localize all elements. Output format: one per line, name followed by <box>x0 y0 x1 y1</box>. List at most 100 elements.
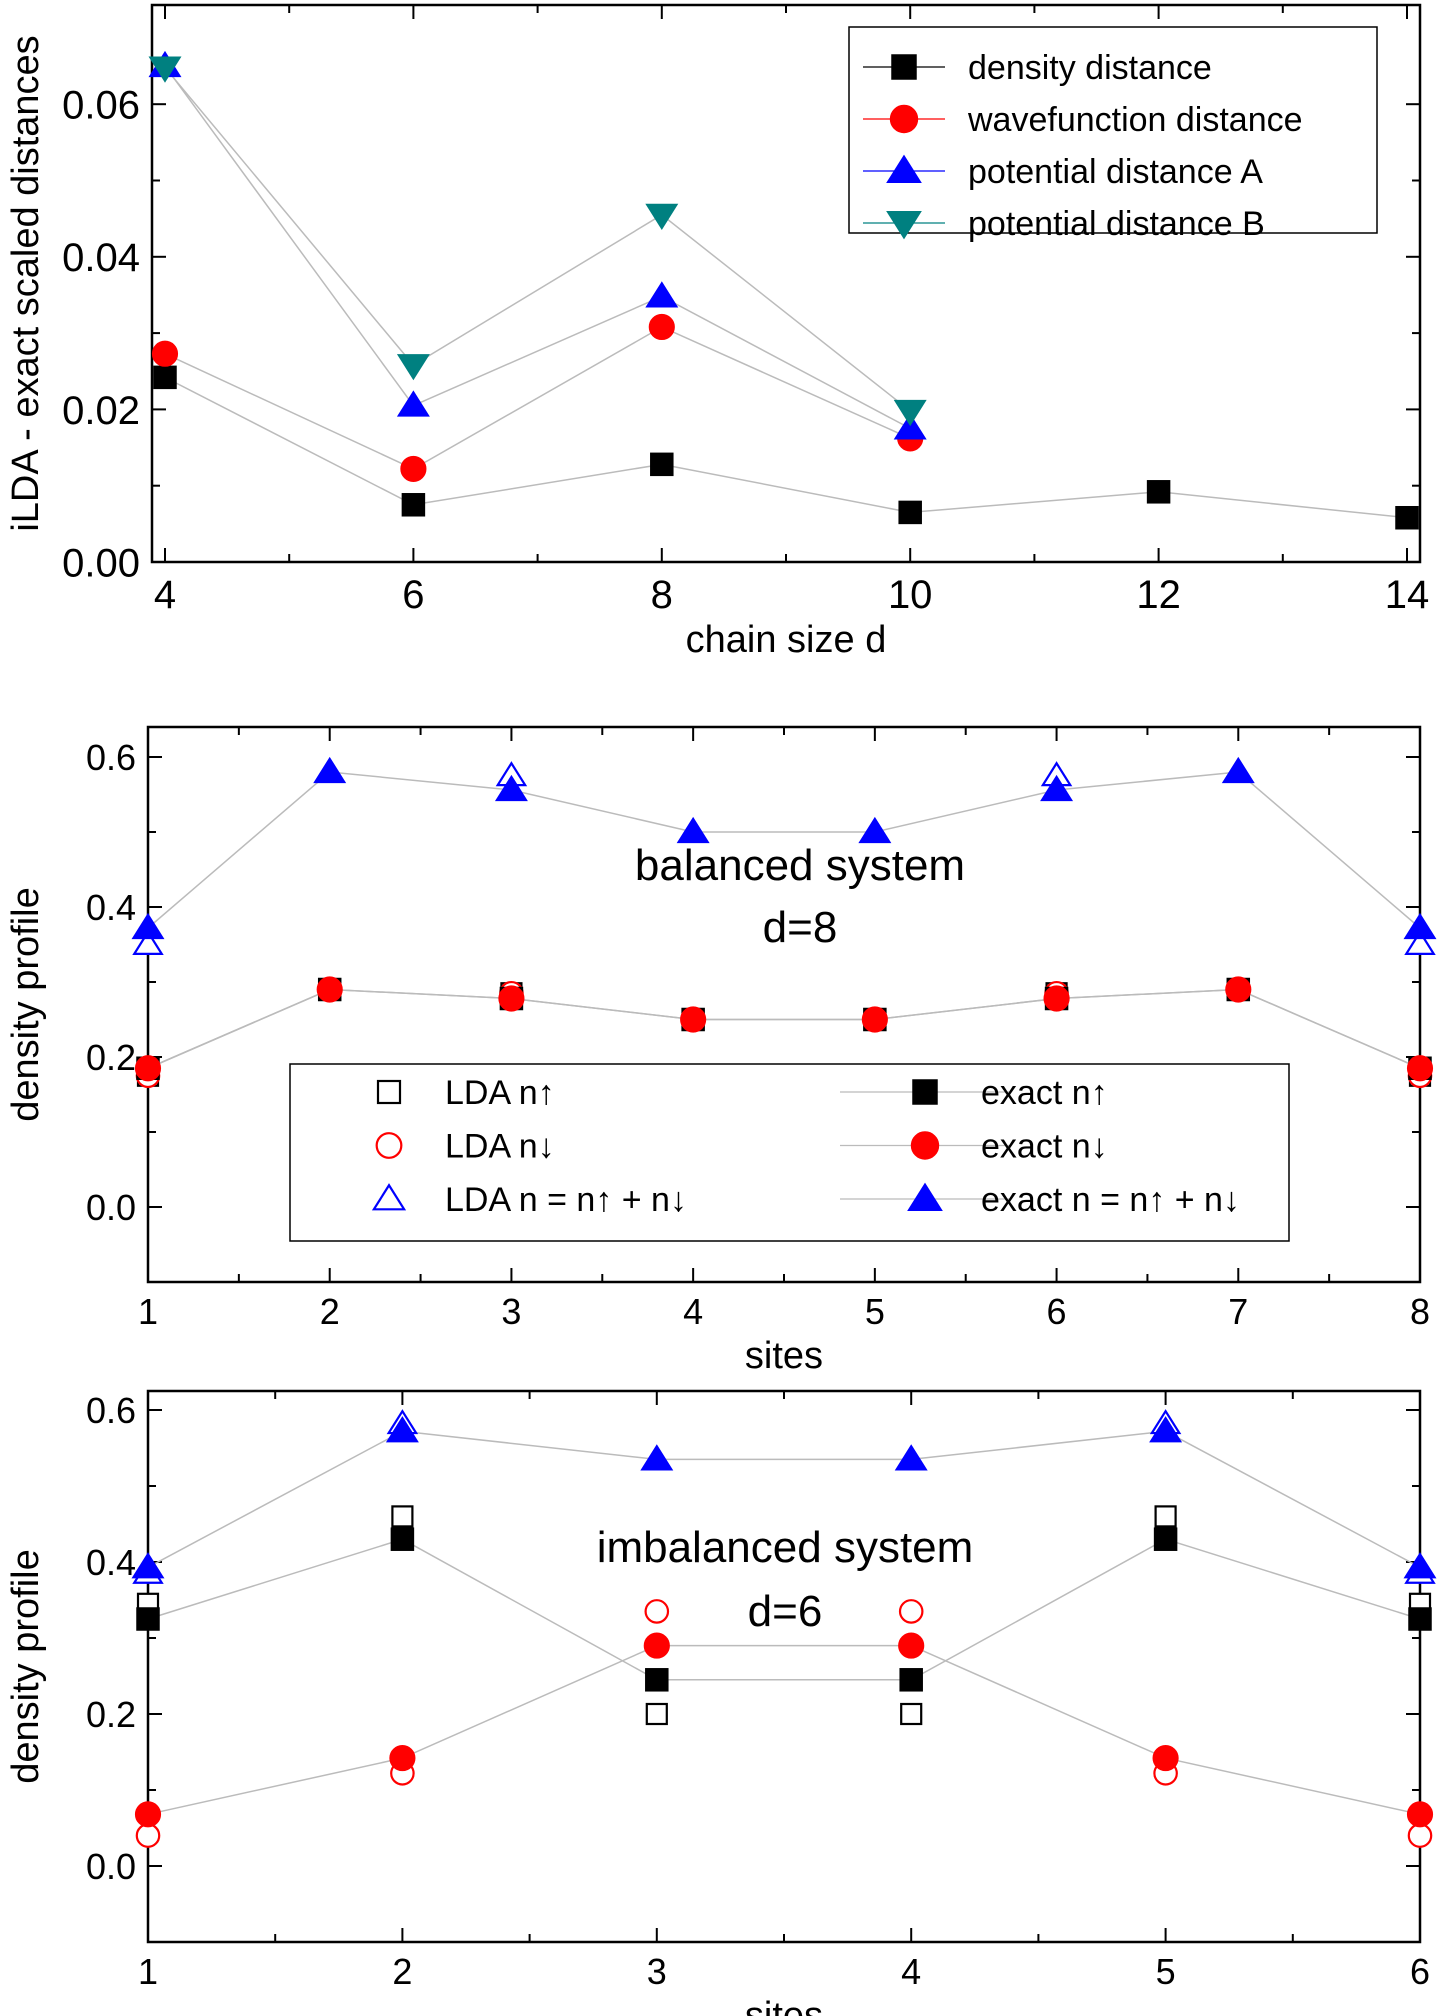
data-point-circle-filled <box>1043 985 1070 1012</box>
data-point-square-filled <box>898 500 922 525</box>
data-point-circle-open <box>1407 1823 1433 1848</box>
data-point-square-open <box>900 1702 923 1726</box>
x-tick-label: 2 <box>392 1951 412 1992</box>
data-point-triangle-down-filled <box>893 399 927 427</box>
data-point-square-open <box>645 1702 668 1726</box>
legend-label: LDA n = n↑ + n↓ <box>445 1181 687 1219</box>
legend-label: density distance <box>968 49 1212 87</box>
y-tick-label: 0.6 <box>86 737 136 778</box>
y-tick-label: 0.0 <box>86 1187 136 1228</box>
annotation-text: imbalanced system <box>597 1523 974 1572</box>
legend-box <box>289 1063 1290 1242</box>
x-tick-label: 6 <box>1410 1951 1430 1992</box>
x-tick-label: 12 <box>1136 573 1181 617</box>
legend-label: exact n = n↑ + n↓ <box>981 1181 1240 1219</box>
legend-label: exact n↓ <box>981 1128 1108 1166</box>
panel-distances: 4 6 8 10 12 14 0.00 0.02 0.04 0.06 chain size d iLD… <box>5 3 1430 661</box>
data-point-triangle-up-filled <box>1403 912 1437 940</box>
x-tick-label: 10 <box>888 573 933 617</box>
data-point-triangle-up-filled <box>385 1416 419 1443</box>
x-tick-label: 5 <box>865 1291 885 1332</box>
data-point-triangle-up-filled <box>131 912 165 940</box>
data-point-triangle-up-filled <box>1149 1416 1183 1443</box>
data-point-circle-open <box>135 1823 161 1848</box>
legend-label: LDA n↑ <box>445 1074 555 1112</box>
data-point-square-filled <box>1153 1527 1178 1551</box>
data-point-triangle-up-filled <box>676 816 710 844</box>
data-point-circle-filled <box>134 1055 162 1082</box>
data-point-circle-filled <box>861 1006 888 1033</box>
data-point-circle-open <box>898 1599 924 1624</box>
y-tick-label: 0.0 <box>86 1846 136 1887</box>
legend-box <box>848 26 1378 234</box>
legend-marker <box>886 211 922 240</box>
series-line <box>147 771 1421 929</box>
data-point-circle-filled <box>389 1745 416 1772</box>
data-point-triangle-up-filled <box>640 1444 674 1471</box>
data-point-square-filled <box>899 1668 923 1692</box>
x-tick-label: 1 <box>138 1951 158 1992</box>
data-point-triangle-up-filled <box>131 1552 165 1579</box>
legend-marker <box>910 1131 940 1160</box>
data-point-square-open <box>1154 1505 1177 1528</box>
series-line <box>164 65 911 430</box>
series-line <box>147 1538 1421 1681</box>
y-tick-label: 0.00 <box>62 541 140 585</box>
data-point-circle-open <box>644 1599 670 1624</box>
data-point-circle-filled <box>498 985 525 1012</box>
y-axis-label: density profile <box>5 1549 47 1783</box>
x-tick-label: 2 <box>320 1291 340 1332</box>
data-point-circle-filled <box>1225 976 1252 1003</box>
legend-label: potential distance B <box>968 205 1265 243</box>
legend-marker <box>376 1079 402 1105</box>
series-line <box>164 326 911 470</box>
x-tick-label: 8 <box>651 573 673 617</box>
legend-label: exact n↑ <box>981 1074 1108 1112</box>
x-tick-label: 14 <box>1385 573 1430 617</box>
y-tick-label: 0.06 <box>62 84 140 128</box>
data-point-circle-filled <box>648 313 675 341</box>
legend-marker <box>889 104 919 134</box>
x-tick-label: 6 <box>402 573 424 617</box>
legend-label: LDA n↓ <box>445 1128 555 1166</box>
data-point-triangle-up-filled <box>494 774 528 802</box>
y-tick-label: 0.4 <box>86 887 136 928</box>
data-point-circle-filled <box>898 1632 925 1659</box>
y-tick-label: 0.6 <box>86 1390 136 1431</box>
x-tick-label: 8 <box>1410 1291 1430 1332</box>
y-tick-label: 0.02 <box>62 389 140 433</box>
data-point-square-open <box>391 1505 414 1528</box>
y-tick-label: 0.04 <box>62 236 140 280</box>
series-line <box>147 1430 1421 1568</box>
data-point-square-filled <box>650 452 674 477</box>
data-point-triangle-up-filled <box>858 816 892 844</box>
series-line <box>147 988 1421 1069</box>
data-point-square-filled <box>390 1527 415 1551</box>
x-tick-label: 5 <box>1156 1951 1176 1992</box>
x-tick-label: 4 <box>901 1951 921 1992</box>
annotation-text: balanced system <box>635 841 965 890</box>
x-tick-label: 3 <box>647 1951 667 1992</box>
y-tick-label: 0.2 <box>86 1037 136 1078</box>
legend-marker <box>886 154 922 183</box>
data-point-triangle-up-filled <box>1221 756 1255 784</box>
x-tick-label: 7 <box>1228 1291 1248 1332</box>
data-point-triangle-up-filled <box>1040 774 1074 802</box>
annotation-text: d=8 <box>763 903 838 952</box>
data-point-circle-filled <box>1152 1745 1179 1772</box>
legend-marker <box>371 1183 407 1211</box>
data-point-circle-filled <box>134 1801 162 1828</box>
panel-imbalanced: 1 2 3 4 5 6 0.0 0.2 0.4 0.6 sites density profile im… <box>5 1389 1437 2016</box>
x-tick-label: 3 <box>501 1291 521 1332</box>
y-tick-label: 0.2 <box>86 1694 136 1735</box>
data-point-square-filled <box>1395 505 1419 530</box>
data-point-circle-filled <box>400 455 427 482</box>
data-point-triangle-up-filled <box>893 413 927 440</box>
legend-marker <box>375 1132 403 1159</box>
legend-marker <box>891 54 917 80</box>
series-line <box>164 376 1408 519</box>
y-axis-label: density profile <box>5 887 47 1121</box>
x-tick-label: 4 <box>683 1291 703 1332</box>
data-point-triangle-up-open <box>132 929 164 955</box>
